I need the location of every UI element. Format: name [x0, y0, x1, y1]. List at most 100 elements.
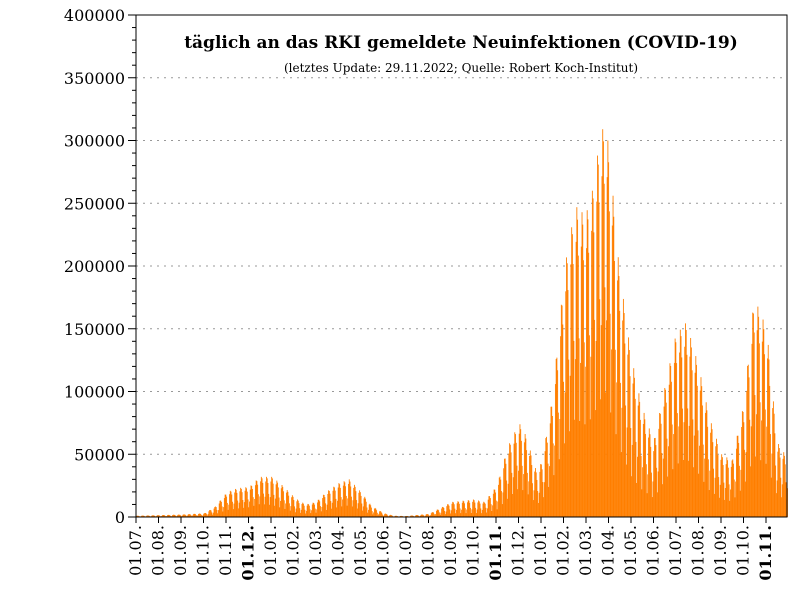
daily-bar	[738, 465, 740, 517]
daily-bar	[385, 513, 387, 517]
daily-bar	[621, 407, 623, 517]
daily-bar	[642, 467, 644, 517]
daily-bar	[773, 413, 775, 517]
daily-bar	[479, 503, 481, 517]
daily-bar	[490, 504, 492, 517]
daily-bar	[561, 305, 563, 517]
daily-bar	[334, 490, 336, 517]
daily-bar	[338, 483, 340, 517]
daily-bar	[471, 509, 473, 517]
daily-bar	[287, 491, 289, 517]
daily-bar	[333, 486, 335, 517]
daily-bar	[566, 263, 568, 517]
daily-bar	[311, 510, 313, 517]
daily-bar	[761, 420, 763, 517]
daily-bar	[601, 176, 603, 518]
daily-bar	[484, 502, 485, 517]
daily-bar	[458, 503, 460, 517]
daily-bar	[308, 505, 310, 517]
daily-bar	[768, 359, 770, 517]
daily-bar	[526, 472, 528, 517]
daily-bar	[208, 511, 210, 517]
daily-bar	[631, 476, 632, 517]
daily-bar	[539, 471, 541, 517]
daily-bar	[391, 515, 393, 517]
daily-bar	[444, 510, 446, 517]
daily-bar	[209, 509, 211, 517]
daily-bar	[632, 383, 634, 517]
daily-bar	[172, 514, 174, 517]
daily-bar	[310, 513, 312, 517]
daily-bar	[436, 510, 437, 517]
daily-bar	[368, 509, 369, 517]
daily-bar	[631, 444, 633, 517]
daily-bar	[185, 515, 187, 517]
daily-bar	[298, 503, 300, 517]
daily-bar	[566, 257, 567, 517]
daily-bar	[258, 504, 260, 517]
daily-bar	[209, 510, 211, 517]
x-tick-label: 01.05.	[621, 525, 640, 576]
daily-bar	[591, 190, 593, 517]
daily-bar	[636, 482, 638, 517]
daily-bar	[195, 515, 197, 517]
daily-bar	[388, 515, 390, 517]
daily-bar	[575, 241, 577, 517]
daily-bar	[438, 510, 440, 517]
daily-bar	[614, 260, 615, 517]
daily-bar	[704, 412, 706, 517]
daily-bar	[237, 500, 239, 517]
daily-bar	[686, 354, 688, 517]
daily-bar	[383, 515, 385, 517]
daily-bar	[279, 507, 281, 517]
x-tick-label: 01.07.	[126, 525, 145, 576]
daily-bar	[433, 513, 435, 517]
daily-bar	[273, 494, 275, 517]
daily-bar	[723, 482, 725, 517]
daily-bar	[412, 515, 414, 517]
daily-bar	[486, 512, 488, 517]
daily-bar	[513, 443, 515, 517]
daily-bar	[410, 515, 412, 517]
daily-bar	[750, 426, 752, 517]
daily-bar	[611, 349, 613, 517]
daily-bar	[395, 515, 397, 517]
daily-bar	[503, 458, 505, 517]
daily-bar	[331, 502, 333, 517]
daily-bar	[286, 492, 287, 517]
daily-bar	[317, 499, 319, 517]
daily-bar	[514, 432, 516, 517]
daily-bar	[142, 515, 144, 517]
daily-bar	[380, 511, 382, 517]
daily-bar	[445, 511, 447, 517]
daily-bar	[263, 504, 265, 517]
daily-bar	[608, 162, 610, 518]
daily-bar	[599, 299, 601, 517]
daily-bar	[417, 515, 419, 517]
daily-bar	[778, 444, 780, 517]
daily-bar	[517, 489, 519, 517]
daily-bar	[220, 501, 222, 517]
daily-bar	[698, 473, 700, 517]
daily-bar	[312, 502, 314, 517]
daily-bar	[656, 492, 658, 517]
daily-bar	[210, 510, 212, 517]
daily-bar	[406, 515, 408, 517]
daily-bar	[277, 487, 279, 517]
daily-bar	[206, 514, 208, 517]
x-tick-label: 01.07.	[666, 525, 685, 576]
daily-bar	[744, 481, 746, 517]
daily-bar	[572, 264, 574, 517]
daily-bar	[444, 514, 446, 517]
daily-bar	[370, 507, 372, 517]
daily-bar	[489, 498, 491, 517]
daily-bar	[230, 491, 232, 517]
daily-bar	[329, 493, 331, 517]
daily-bar	[667, 476, 669, 517]
daily-bar	[246, 491, 248, 517]
daily-bar	[609, 313, 611, 517]
daily-bar	[565, 291, 567, 517]
daily-bar	[215, 506, 216, 517]
daily-bar	[671, 424, 673, 517]
daily-bar	[542, 482, 544, 517]
